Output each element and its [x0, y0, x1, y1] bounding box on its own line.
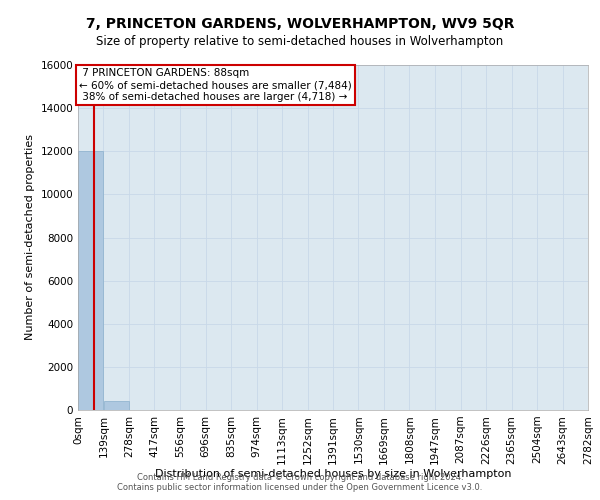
Bar: [104, 402, 129, 410]
Y-axis label: Number of semi-detached properties: Number of semi-detached properties: [25, 134, 35, 340]
Text: 7, PRINCETON GARDENS, WOLVERHAMPTON, WV9 5QR: 7, PRINCETON GARDENS, WOLVERHAMPTON, WV9…: [86, 18, 514, 32]
Text: Contains HM Land Registry data © Crown copyright and database right 2024.
Contai: Contains HM Land Registry data © Crown c…: [118, 473, 482, 492]
Text: 7 PRINCETON GARDENS: 88sqm
← 60% of semi-detached houses are smaller (7,484)
 38: 7 PRINCETON GARDENS: 88sqm ← 60% of semi…: [79, 68, 352, 102]
Bar: [78, 151, 103, 410]
X-axis label: Distribution of semi-detached houses by size in Wolverhampton: Distribution of semi-detached houses by …: [155, 469, 511, 479]
Text: Size of property relative to semi-detached houses in Wolverhampton: Size of property relative to semi-detach…: [97, 35, 503, 48]
